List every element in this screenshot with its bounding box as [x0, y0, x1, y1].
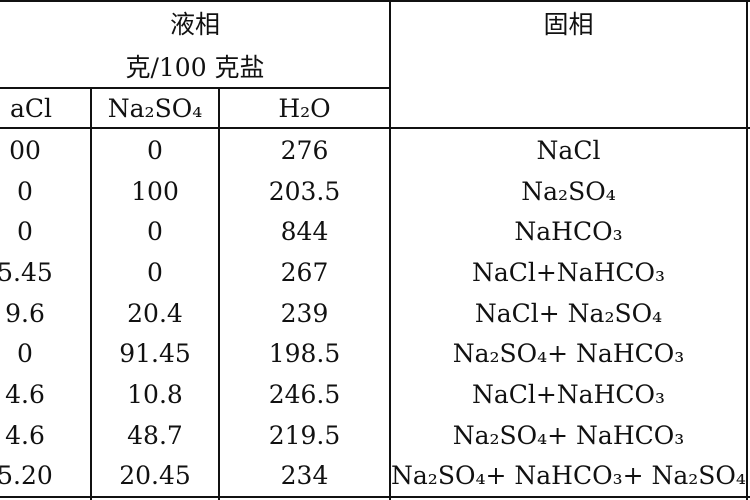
col-header-h2o: H₂O [278, 93, 331, 123]
cell-solid-phase: NaCl [536, 135, 601, 165]
unit-header: 克/100 克盐 [125, 53, 265, 82]
divider-v-3 [389, 0, 391, 500]
cell-nacl: 0 [17, 176, 33, 206]
divider-h-sub [0, 87, 390, 89]
cell-solid-phase: Na₂SO₄+ NaHCO₃+ Na₂SO₄ [391, 461, 746, 491]
cell-nacl: 9.6 [5, 298, 45, 328]
cell-solid-phase: NaCl+NaHCO₃ [471, 257, 666, 287]
divider-v-2 [218, 88, 220, 500]
cell-na2so4: 0 [147, 257, 163, 287]
cell-h2o: 234 [280, 461, 329, 491]
cell-h2o: 198.5 [268, 339, 341, 369]
divider-v-1 [90, 88, 92, 500]
cell-na2so4: 48.7 [127, 420, 183, 450]
cell-nacl: 0 [17, 339, 33, 369]
cell-solid-phase: Na₂SO₄+ NaHCO₃ [452, 420, 685, 450]
cell-h2o: 844 [280, 217, 329, 247]
cell-h2o: 267 [280, 257, 329, 287]
cell-nacl: 5.45 [0, 257, 53, 287]
cell-solid-phase: NaCl+ Na₂SO₄ [474, 298, 663, 328]
cell-nacl: 4.6 [5, 380, 45, 410]
cell-na2so4: 0 [147, 135, 163, 165]
cell-h2o: 246.5 [268, 380, 341, 410]
liquid-phase-header: 液相 [169, 10, 220, 39]
cell-h2o: 203.5 [268, 176, 341, 206]
cell-h2o: 219.5 [268, 420, 341, 450]
cell-na2so4: 100 [131, 176, 179, 206]
divider-h-bottom [0, 496, 750, 498]
cell-solid-phase: Na₂SO₄+ NaHCO₃ [452, 339, 685, 369]
cell-nacl: 0 [17, 217, 33, 247]
divider-v-right [746, 0, 748, 500]
cell-nacl: 5.20 [0, 461, 53, 491]
cell-solid-phase: NaHCO₃ [514, 217, 623, 247]
cell-na2so4: 10.8 [127, 380, 183, 410]
cell-nacl: 00 [9, 135, 41, 165]
cell-na2so4: 0 [147, 217, 163, 247]
solid-phase-header: 固相 [543, 10, 594, 39]
cell-solid-phase: NaCl+NaHCO₃ [471, 380, 666, 410]
cell-h2o: 239 [280, 298, 329, 328]
col-header-na2so4: Na₂SO₄ [107, 93, 203, 123]
cell-nacl: 4.6 [5, 420, 45, 450]
cell-h2o: 276 [280, 135, 329, 165]
cell-na2so4: 20.4 [127, 298, 183, 328]
cell-solid-phase: Na₂SO₄ [521, 176, 616, 206]
cell-na2so4: 20.45 [119, 461, 191, 491]
divider-h-top [0, 0, 750, 2]
divider-h-head [0, 127, 750, 129]
cell-na2so4: 91.45 [119, 339, 191, 369]
col-header-nacl: aCl [9, 93, 53, 123]
